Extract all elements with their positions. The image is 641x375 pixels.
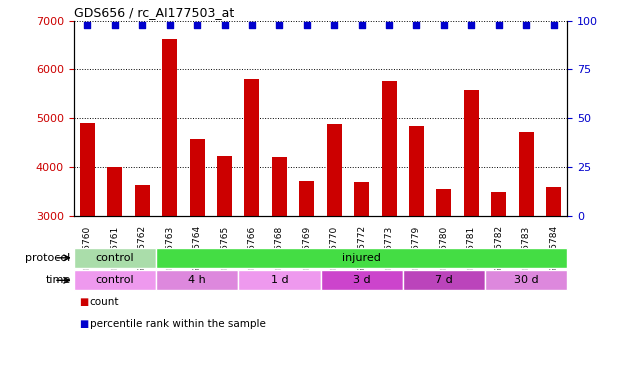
Bar: [162, 39, 177, 216]
Text: count: count: [90, 297, 119, 307]
Bar: [74, 270, 156, 290]
Text: injured: injured: [342, 253, 381, 263]
Bar: [409, 126, 424, 216]
Text: percentile rank within the sample: percentile rank within the sample: [90, 319, 265, 328]
Bar: [156, 248, 567, 268]
Text: protocol: protocol: [25, 253, 71, 263]
Point: [192, 21, 203, 27]
Point: [521, 21, 531, 27]
Bar: [272, 157, 287, 216]
Bar: [135, 185, 150, 216]
Text: ■: ■: [79, 319, 88, 328]
Text: 30 d: 30 d: [514, 275, 538, 285]
Text: time: time: [46, 275, 71, 285]
Point: [110, 21, 120, 27]
Text: 4 h: 4 h: [188, 275, 206, 285]
Point: [412, 21, 422, 27]
Bar: [546, 187, 561, 216]
Point: [384, 21, 394, 27]
Text: control: control: [96, 253, 134, 263]
Bar: [464, 90, 479, 216]
Point: [82, 21, 92, 27]
Bar: [491, 192, 506, 216]
Bar: [519, 132, 534, 216]
Text: GDS656 / rc_AI177503_at: GDS656 / rc_AI177503_at: [74, 6, 234, 20]
Point: [438, 21, 449, 27]
Point: [549, 21, 559, 27]
Bar: [437, 189, 451, 216]
Bar: [107, 167, 122, 216]
Bar: [299, 180, 314, 216]
Bar: [190, 139, 204, 216]
Bar: [244, 79, 260, 216]
Bar: [485, 270, 567, 290]
Text: 7 d: 7 d: [435, 275, 453, 285]
Point: [165, 21, 175, 27]
Bar: [381, 81, 397, 216]
Point: [466, 21, 476, 27]
Point: [247, 21, 257, 27]
Point: [274, 21, 285, 27]
Bar: [354, 182, 369, 216]
Bar: [156, 270, 238, 290]
Point: [137, 21, 147, 27]
Point: [356, 21, 367, 27]
Bar: [80, 123, 95, 216]
Point: [302, 21, 312, 27]
Point: [494, 21, 504, 27]
Text: control: control: [96, 275, 134, 285]
Bar: [327, 124, 342, 216]
Point: [329, 21, 339, 27]
Bar: [320, 270, 403, 290]
Bar: [403, 270, 485, 290]
Bar: [238, 270, 320, 290]
Bar: [217, 156, 232, 216]
Bar: [74, 248, 156, 268]
Text: ■: ■: [79, 297, 88, 307]
Text: 1 d: 1 d: [271, 275, 288, 285]
Point: [219, 21, 229, 27]
Text: 3 d: 3 d: [353, 275, 370, 285]
